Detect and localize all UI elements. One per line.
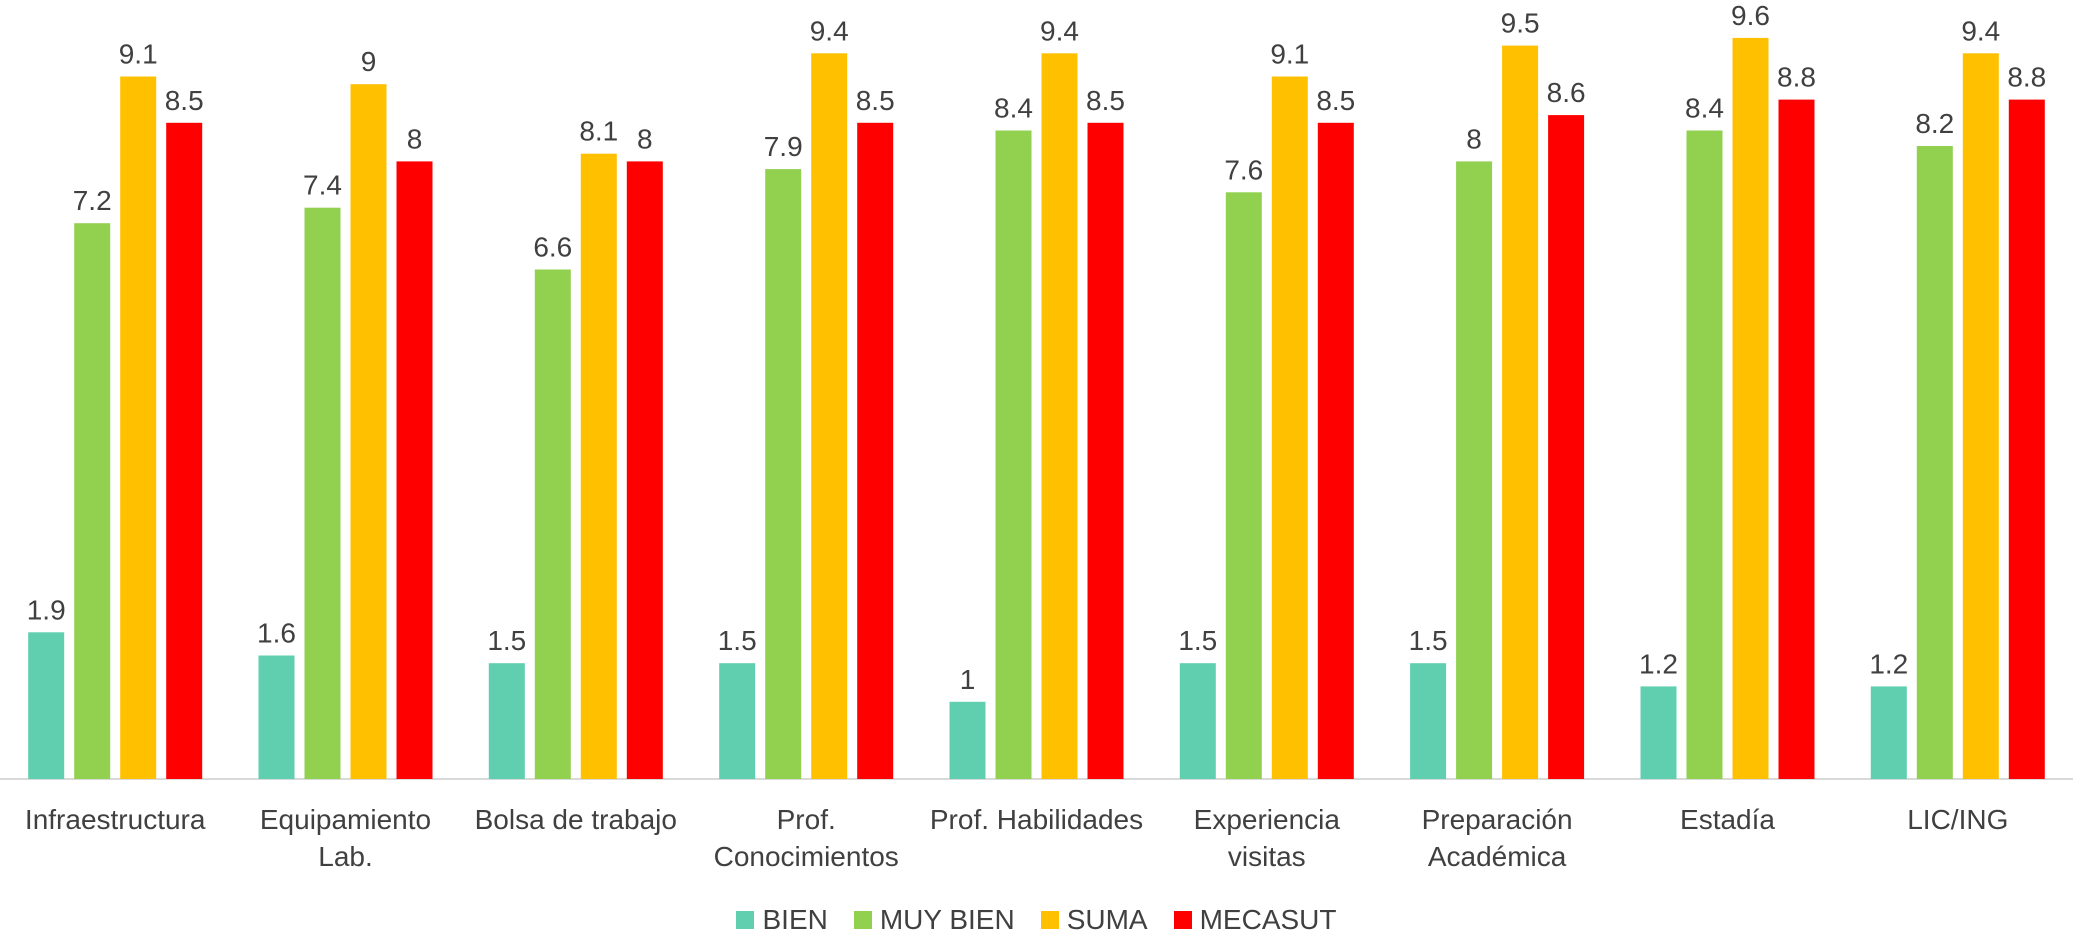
data-label-suma-bolsa-de-trabajo: 8.1 [579, 116, 618, 147]
bar-bien-prof-habilidades [949, 701, 986, 779]
bar-mecasut-estad-a [1778, 99, 1815, 780]
data-label-mecasut-experiencia-visitas: 8.5 [1316, 85, 1355, 116]
legend-label-bien: BIEN [762, 904, 828, 935]
legend-swatch-mecasut [1173, 911, 1192, 929]
data-label-muy-bien-preparaci-n-acad-mica: 8 [1466, 123, 1482, 154]
data-label-mecasut-prof-habilidades: 8.5 [1086, 85, 1125, 116]
data-label-bien-experiencia-visitas: 1.5 [1178, 625, 1217, 656]
data-label-mecasut-prof-conocimientos: 8.5 [856, 85, 895, 116]
legend-label-muy-bien: MUY BIEN [879, 904, 1015, 935]
data-label-suma-prof-habilidades: 9.4 [1040, 15, 1079, 46]
data-label-muy-bien-infraestructura: 7.2 [73, 185, 112, 216]
legend-swatch-suma [1040, 911, 1059, 929]
data-label-muy-bien-equipamiento-lab: 7.4 [303, 170, 342, 201]
data-label-mecasut-estad-a: 8.8 [1777, 62, 1816, 93]
bar-suma-bolsa-de-trabajo [580, 153, 617, 779]
data-label-mecasut-bolsa-de-trabajo: 8 [637, 123, 653, 154]
bar-muy-bien-experiencia-visitas [1225, 192, 1262, 780]
data-label-suma-experiencia-visitas: 9.1 [1270, 39, 1309, 70]
bar-muy-bien-estad-a [1686, 130, 1723, 779]
bar-mecasut-equipamiento-lab [396, 161, 433, 779]
data-label-suma-lic-ing: 9.4 [1961, 15, 2000, 46]
data-label-suma-preparaci-n-acad-mica: 9.5 [1501, 8, 1540, 39]
legend-swatch-bien [736, 911, 755, 929]
legend-item-bien: BIEN [736, 904, 828, 936]
bar-muy-bien-equipamiento-lab [304, 207, 341, 779]
legend-swatch-muy-bien [853, 911, 872, 929]
bar-mecasut-bolsa-de-trabajo [626, 161, 663, 779]
legend-label-suma: SUMA [1066, 904, 1148, 935]
data-label-suma-infraestructura: 9.1 [119, 39, 158, 70]
bar-muy-bien-prof-habilidades [995, 130, 1032, 779]
data-label-muy-bien-lic-ing: 8.2 [1915, 108, 1954, 139]
data-label-mecasut-lic-ing: 8.8 [2007, 62, 2046, 93]
bar-suma-equipamiento-lab [350, 84, 387, 779]
data-label-bien-lic-ing: 1.2 [1869, 648, 1908, 679]
bar-suma-prof-habilidades [1041, 53, 1078, 780]
data-label-muy-bien-bolsa-de-trabajo: 6.6 [533, 232, 572, 263]
data-label-bien-prof-habilidades: 1 [960, 664, 976, 695]
data-label-bien-bolsa-de-trabajo: 1.5 [487, 625, 526, 656]
data-label-bien-prof-conocimientos: 1.5 [718, 625, 757, 656]
bar-bien-equipamiento-lab [258, 655, 295, 779]
bar-suma-prof-conocimientos [811, 53, 848, 780]
data-label-mecasut-equipamiento-lab: 8 [407, 123, 423, 154]
legend-item-muy-bien: MUY BIEN [853, 904, 1015, 936]
data-label-suma-equipamiento-lab: 9 [361, 46, 377, 77]
category-label-preparaci-n-acad-mica: Preparación Académica [1422, 804, 1573, 872]
bar-mecasut-preparaci-n-acad-mica [1548, 115, 1585, 780]
bar-bien-preparaci-n-acad-mica [1410, 663, 1447, 779]
category-label-lic-ing: LIC/ING [1907, 804, 2008, 835]
category-label-bolsa-de-trabajo: Bolsa de trabajo [475, 804, 677, 835]
legend-item-mecasut: MECASUT [1173, 904, 1337, 936]
bar-suma-lic-ing [1962, 53, 1999, 780]
category-label-prof-conocimientos: Prof. Conocimientos [714, 804, 899, 872]
data-label-mecasut-preparaci-n-acad-mica: 8.6 [1547, 77, 1586, 108]
data-label-suma-estad-a: 9.6 [1731, 0, 1770, 31]
category-label-infraestructura: Infraestructura [25, 804, 206, 835]
bar-muy-bien-lic-ing [1916, 146, 1953, 779]
bar-mecasut-lic-ing [2008, 99, 2045, 780]
bar-muy-bien-prof-conocimientos [765, 169, 802, 780]
data-label-suma-prof-conocimientos: 9.4 [810, 15, 849, 46]
legend-label-mecasut: MECASUT [1199, 904, 1337, 935]
data-label-bien-equipamiento-lab: 1.6 [257, 618, 296, 649]
category-label-prof-habilidades: Prof. Habilidades [930, 804, 1143, 835]
bar-bien-infraestructura [28, 632, 65, 779]
bar-bien-estad-a [1640, 686, 1677, 779]
bar-mecasut-infraestructura [166, 122, 203, 780]
bar-bien-lic-ing [1870, 686, 1907, 779]
bar-suma-infraestructura [120, 76, 157, 779]
bar-suma-preparaci-n-acad-mica [1502, 45, 1539, 780]
bar-suma-experiencia-visitas [1271, 76, 1308, 779]
data-label-bien-infraestructura: 1.9 [27, 594, 66, 625]
bar-muy-bien-preparaci-n-acad-mica [1456, 161, 1493, 779]
legend: BIEN MUY BIEN SUMA MECASUT [0, 904, 2073, 936]
bar-mecasut-prof-habilidades [1087, 122, 1124, 780]
bar-muy-bien-infraestructura [74, 223, 111, 779]
bar-muy-bien-bolsa-de-trabajo [534, 269, 571, 779]
bar-bien-bolsa-de-trabajo [488, 663, 525, 779]
data-label-muy-bien-prof-habilidades: 8.4 [994, 93, 1033, 124]
data-label-mecasut-infraestructura: 8.5 [165, 85, 204, 116]
data-label-muy-bien-experiencia-visitas: 7.6 [1224, 154, 1263, 185]
category-label-estad-a: Estadía [1680, 804, 1775, 835]
legend-item-suma: SUMA [1040, 904, 1148, 936]
bar-bien-prof-conocimientos [719, 663, 756, 779]
bar-suma-estad-a [1732, 37, 1769, 779]
bar-bien-experiencia-visitas [1179, 663, 1216, 779]
data-label-bien-estad-a: 1.2 [1639, 648, 1678, 679]
category-label-experiencia-visitas: Experiencia visitas [1194, 804, 1341, 872]
data-label-bien-preparaci-n-acad-mica: 1.5 [1409, 625, 1448, 656]
bar-mecasut-prof-conocimientos [857, 122, 894, 780]
category-label-equipamiento-lab: Equipamiento Lab. [260, 804, 431, 872]
bar-mecasut-experiencia-visitas [1317, 122, 1354, 780]
data-label-muy-bien-prof-conocimientos: 7.9 [764, 131, 803, 162]
data-label-muy-bien-estad-a: 8.4 [1685, 93, 1724, 124]
